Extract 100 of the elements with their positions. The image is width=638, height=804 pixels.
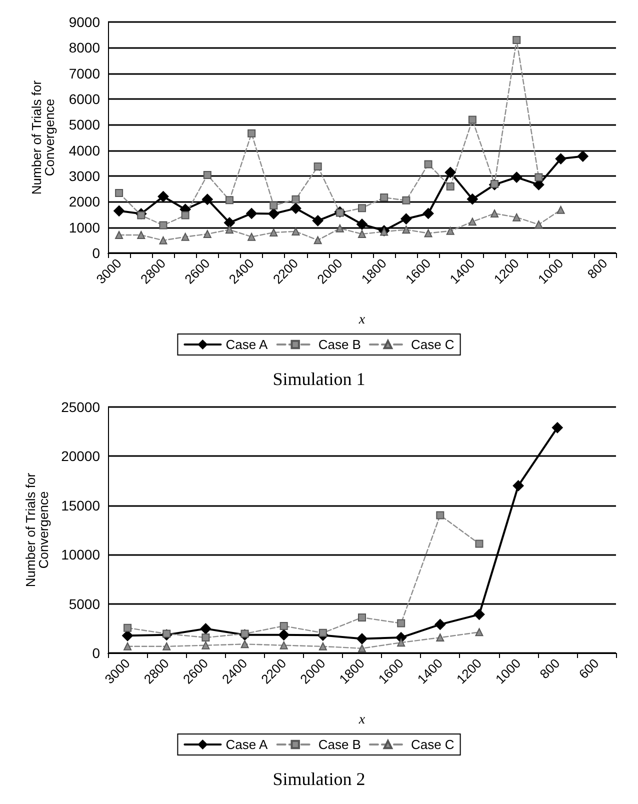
text: Simulation 2: [272, 769, 366, 789]
point: [474, 608, 485, 620]
point: [248, 129, 256, 138]
point: [225, 196, 234, 204]
point: [358, 613, 366, 622]
point: [336, 224, 344, 232]
point: [490, 209, 499, 218]
point: [434, 618, 446, 630]
point: [202, 641, 210, 650]
point: [159, 236, 168, 244]
point: [158, 191, 169, 202]
point: [137, 211, 146, 220]
point: [468, 116, 476, 124]
point: [402, 226, 410, 234]
y-tick-label: 5000: [68, 596, 100, 612]
x-axis-title: x: [358, 312, 366, 328]
point: [268, 208, 280, 220]
point: [137, 231, 146, 240]
y-tick-label: 10000: [61, 546, 100, 563]
point: [162, 642, 171, 650]
y-tick-label: 25000: [61, 399, 100, 415]
y-tick-label: 9000: [68, 14, 100, 30]
y-axis-title: Number of Trials for Convergence: [23, 472, 52, 588]
legend-label: Case C: [410, 337, 454, 352]
point: [358, 230, 366, 238]
point: [512, 36, 521, 44]
y-tick-label: 4000: [68, 142, 100, 158]
y-tick-label: 7000: [68, 65, 100, 82]
point: [246, 208, 258, 219]
point: [402, 196, 410, 204]
point: [203, 230, 212, 238]
point: [122, 630, 134, 642]
x-tick-label: 800: [536, 656, 563, 682]
point: [292, 227, 300, 236]
point: [358, 204, 366, 212]
legend-label: Case A: [226, 337, 268, 352]
y-tick-label: 3000: [68, 168, 100, 184]
point: [200, 623, 212, 634]
point: [115, 188, 124, 197]
point: [202, 634, 210, 642]
point: [124, 624, 132, 632]
point: [436, 634, 444, 642]
point: [318, 628, 327, 637]
point: [290, 202, 302, 214]
point: [466, 194, 478, 205]
point: [422, 208, 434, 219]
point: [577, 150, 588, 162]
point: [114, 205, 125, 216]
y-tick-label: 2000: [68, 194, 100, 210]
point: [278, 629, 290, 640]
point: [292, 195, 300, 204]
point: [314, 236, 322, 244]
point: [444, 166, 456, 178]
point: [203, 170, 212, 179]
point: [181, 211, 190, 220]
point: [397, 619, 406, 628]
y-tick-label: 1000: [68, 219, 100, 236]
point: [270, 202, 278, 210]
x-axis-title: x: [358, 712, 366, 728]
legend-label: Case B: [318, 737, 361, 752]
point: [446, 182, 454, 191]
y-tick-label: 0: [92, 245, 100, 261]
text: Simulation 1: [272, 369, 366, 389]
y-tick-label: 15000: [61, 497, 100, 514]
point: [240, 640, 249, 648]
point: [511, 172, 522, 183]
point: [312, 215, 324, 226]
point: [424, 229, 432, 238]
point: [552, 422, 563, 434]
point: [400, 213, 412, 224]
point: [446, 226, 454, 235]
point: [318, 642, 327, 650]
point: [436, 511, 444, 520]
point: [124, 642, 132, 650]
point: [534, 173, 543, 182]
y-tick-label: 0: [92, 645, 100, 661]
x-tick-label: 600: [576, 656, 602, 682]
point: [475, 628, 484, 636]
point: [248, 232, 256, 241]
point: [468, 218, 476, 226]
point: [270, 228, 278, 236]
point: [475, 540, 484, 548]
point: [356, 218, 368, 230]
point: [314, 162, 322, 171]
x-tick-label: 800: [584, 256, 610, 282]
legend-label: Case C: [410, 737, 454, 752]
point: [159, 221, 168, 230]
y-tick-label: 5000: [68, 116, 100, 133]
legend-label: Case A: [226, 737, 268, 752]
point: [224, 217, 235, 228]
point: [356, 633, 368, 644]
point: [358, 644, 366, 652]
point: [512, 213, 521, 222]
point: [181, 232, 190, 241]
point: [202, 194, 213, 205]
y-tick-label: 6000: [68, 91, 100, 107]
point: [280, 641, 288, 650]
y-axis-title: Number of Trials for Convergence: [29, 80, 57, 195]
y-tick-label: 8000: [68, 40, 100, 56]
point: [380, 194, 388, 202]
